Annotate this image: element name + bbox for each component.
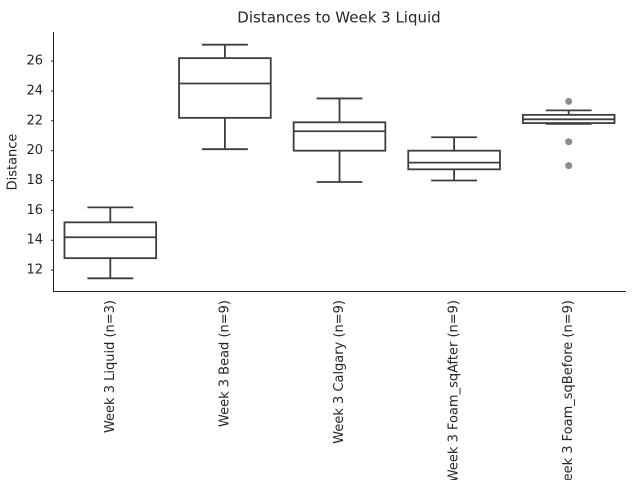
outlier [565, 97, 573, 105]
x-tick-label: Week 3 Calgary (n=9) [332, 300, 347, 444]
x-tick-label: Week 3 Foam_sqBefore (n=9) [561, 300, 576, 480]
outlier [565, 162, 573, 170]
y-tick-label: 22 [26, 113, 43, 128]
box [292, 121, 387, 152]
outlier [565, 138, 573, 146]
chart-title: Distances to Week 3 Liquid [237, 9, 440, 27]
y-tick-label: 18 [26, 173, 43, 188]
box [178, 57, 272, 119]
x-tick-label: Week 3 Bead (n=9) [217, 300, 232, 427]
x-tick-label: Week 3 Liquid (n=3) [103, 300, 118, 433]
y-axis-label: Distance [6, 134, 21, 191]
y-tick-label: 26 [26, 54, 43, 69]
y-tick-label: 20 [26, 143, 43, 158]
box [407, 149, 501, 171]
box [63, 221, 158, 260]
y-tick-label: 16 [26, 203, 43, 218]
y-tick-label: 14 [26, 233, 43, 248]
x-tick-label: Week 3 Foam_sqAfter (n=9) [447, 300, 462, 480]
y-tick-label: 12 [26, 263, 43, 278]
y-tick-label: 24 [26, 83, 43, 98]
